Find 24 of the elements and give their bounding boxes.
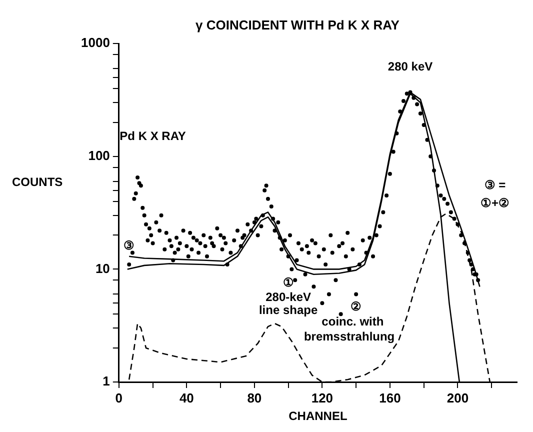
annotation: ① xyxy=(282,276,294,290)
x-tick-label: 200 xyxy=(446,390,469,406)
annotation: ③ = xyxy=(484,178,506,192)
y-tick-label: 1000 xyxy=(81,35,110,50)
x-axis-title: CHANNEL xyxy=(288,409,348,424)
annotation: 280-keV xyxy=(266,290,312,304)
annotation: 280 keV xyxy=(388,59,433,74)
chart-title: γ COINCIDENT WITH Pd K X RAY xyxy=(196,17,400,32)
x-tick-label: 80 xyxy=(247,390,262,406)
annotation: line shape xyxy=(258,302,318,317)
annotation: ③ xyxy=(124,238,135,252)
annotation: Pd K X RAY xyxy=(120,128,186,143)
x-tick-label: 40 xyxy=(179,390,194,406)
y-tick-label: 10 xyxy=(95,260,110,276)
annotation: bremsstrahlung xyxy=(304,329,395,344)
y-tick-label: 1 xyxy=(102,374,110,389)
annotation: ② xyxy=(350,300,362,314)
annotation: ①+② xyxy=(480,196,510,210)
annotation: coinc. with xyxy=(322,314,384,328)
y-tick-label: 100 xyxy=(88,148,110,163)
x-tick-label: 160 xyxy=(379,390,401,406)
y-axis-title: COUNTS xyxy=(12,175,63,190)
x-tick-label: 120 xyxy=(311,390,334,406)
x-tick-label: 0 xyxy=(115,390,123,406)
